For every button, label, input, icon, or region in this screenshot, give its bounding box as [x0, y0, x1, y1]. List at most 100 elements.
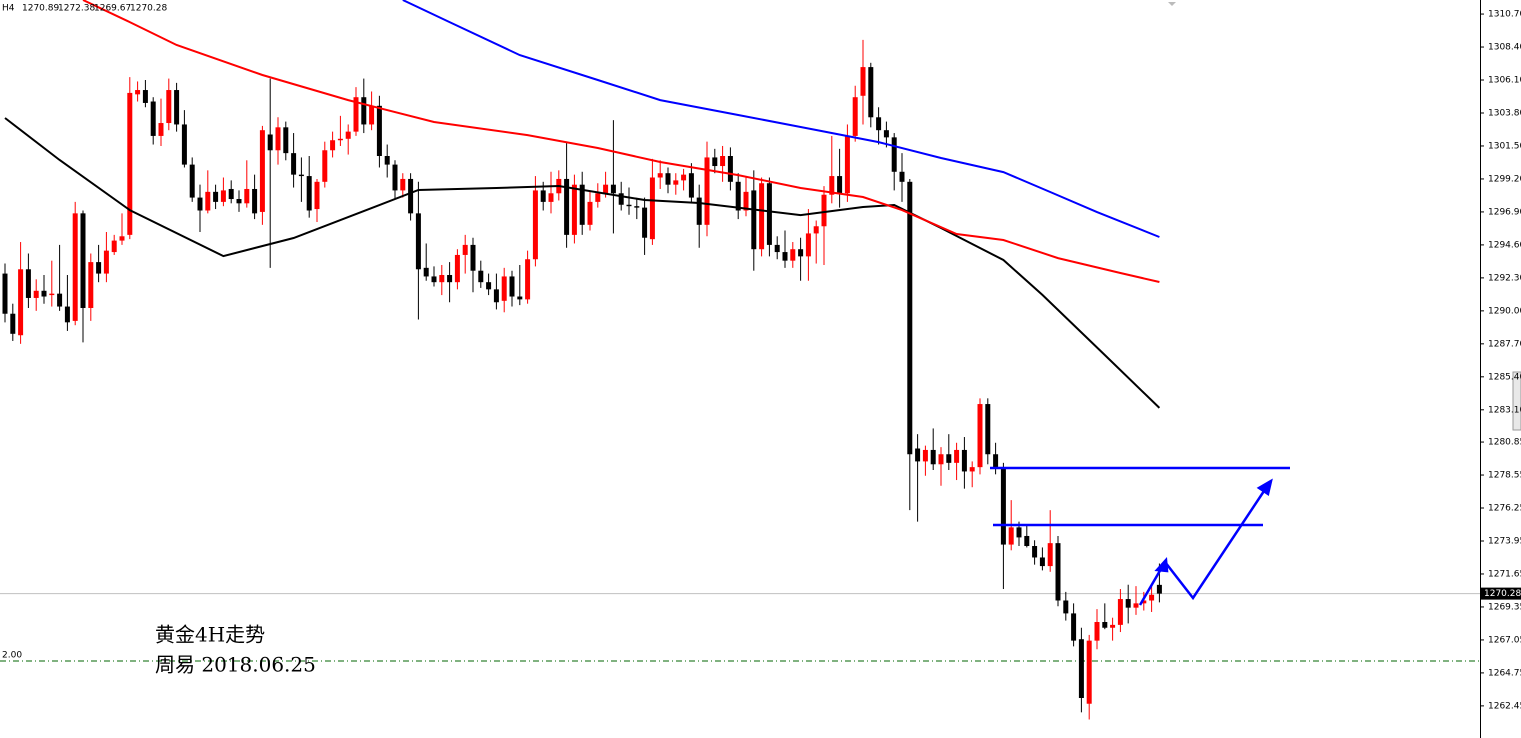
candle-body — [743, 191, 749, 211]
candle-body — [1032, 546, 1038, 558]
y-tick-label: 1262.45 — [1488, 701, 1521, 711]
moving-average — [402, 0, 1160, 238]
candle-body — [618, 193, 624, 205]
candle-body — [150, 101, 156, 136]
candle-body — [837, 176, 843, 194]
arrow-head — [1256, 478, 1273, 497]
candle-body — [447, 275, 453, 283]
candle-body — [720, 156, 726, 167]
candle-body — [18, 269, 24, 336]
candle-body — [1094, 622, 1100, 641]
y-tick-label: 1294.60 — [1488, 240, 1521, 250]
forecast-path — [1138, 484, 1270, 606]
candle-body — [470, 244, 476, 271]
candle-body — [205, 191, 211, 211]
candle-body — [891, 137, 897, 172]
candle-body — [634, 206, 640, 208]
candle-body — [899, 171, 905, 182]
annotation: 周易 2018.06.25 — [155, 653, 316, 677]
candle-body — [564, 178, 570, 235]
candle-body — [439, 275, 445, 283]
candle-body — [571, 184, 577, 235]
candle-body — [977, 404, 983, 468]
candle-body — [291, 153, 297, 175]
candle-body — [798, 249, 804, 257]
header-value: 1272.38 — [58, 4, 95, 14]
candle-body — [111, 240, 117, 253]
y-tick-label: 1267.05 — [1488, 635, 1521, 645]
candle-body — [1117, 599, 1123, 625]
drawn-analysis — [990, 466, 1290, 606]
candle-body — [415, 213, 421, 270]
candle-body — [860, 67, 866, 96]
candle-body — [681, 174, 687, 181]
candle-body — [751, 190, 757, 250]
candle-body — [735, 181, 741, 211]
level-label: 2.00 — [2, 651, 22, 661]
y-tick-label: 1269.35 — [1488, 602, 1521, 612]
candle-body — [579, 184, 585, 225]
candle-body — [1110, 624, 1116, 628]
candle-body — [868, 67, 874, 118]
candle-body — [790, 249, 796, 261]
candle-body — [493, 289, 499, 303]
candle-body — [985, 404, 991, 455]
candle-body — [330, 140, 336, 151]
candle-body — [57, 293, 63, 307]
candle-body — [408, 178, 414, 214]
candle-body — [369, 105, 375, 125]
candle-body — [486, 282, 492, 290]
arrow-head — [1154, 557, 1169, 573]
candle-body — [821, 194, 827, 227]
scroll-widget[interactable] — [1512, 371, 1521, 431]
candle-body — [376, 105, 382, 157]
y-tick-label: 1283.10 — [1488, 405, 1521, 415]
y-tick-label: 1308.40 — [1488, 43, 1521, 53]
candle-body — [400, 178, 406, 191]
candle-body — [876, 117, 882, 131]
candle-body — [345, 131, 351, 139]
candle-body — [883, 130, 889, 138]
candle-body — [961, 449, 967, 472]
candle-body — [1133, 603, 1139, 608]
candle-body — [1008, 527, 1014, 545]
candle-body — [158, 123, 164, 136]
candle-body — [969, 467, 975, 472]
candle-body — [688, 173, 694, 198]
candle-body — [1125, 599, 1131, 608]
candle-body — [1102, 622, 1108, 628]
candle-body — [33, 290, 39, 298]
candle-body — [166, 90, 172, 124]
candle-body — [462, 244, 468, 255]
candle-body — [915, 448, 921, 462]
candle-body — [314, 181, 320, 210]
candle-body — [1039, 557, 1045, 567]
candle-body — [41, 290, 47, 297]
candle-body — [298, 174, 304, 177]
y-tick-label: 1285.40 — [1488, 372, 1521, 382]
y-tick-label: 1292.30 — [1488, 273, 1521, 283]
candle-body — [1141, 600, 1147, 604]
candle-body — [665, 173, 671, 185]
candle-body — [88, 262, 94, 308]
candle-body — [829, 176, 835, 195]
candle-body — [337, 138, 343, 141]
y-tick-label: 1264.75 — [1488, 668, 1521, 678]
candle-body — [127, 92, 133, 235]
candle-body — [135, 90, 141, 95]
candle-body — [930, 449, 936, 465]
candle-body — [1156, 584, 1162, 594]
header-value: 1270.28 — [130, 4, 167, 14]
candle-body — [213, 191, 219, 202]
candle-body — [220, 190, 226, 202]
candle-body — [353, 97, 359, 132]
candle-body — [1047, 543, 1053, 567]
candle-body — [727, 156, 733, 182]
candle-body — [236, 199, 242, 204]
candle-body — [431, 276, 437, 283]
candle-body — [103, 250, 109, 274]
y-tick-label: 1299.20 — [1488, 174, 1521, 184]
candle-body — [696, 197, 702, 225]
